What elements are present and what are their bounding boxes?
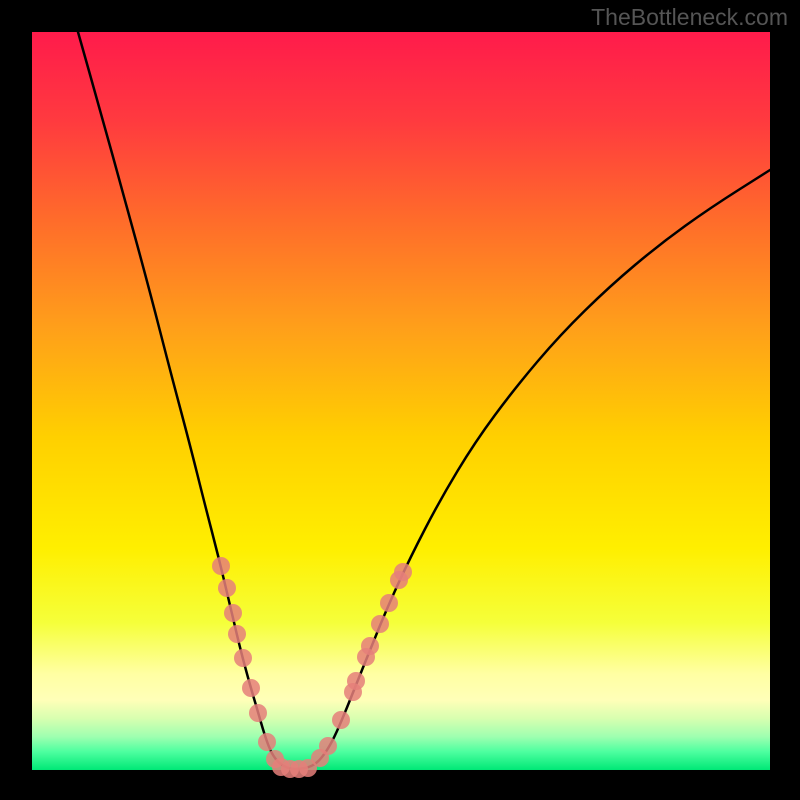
data-marker xyxy=(224,604,242,622)
data-marker xyxy=(361,637,379,655)
data-marker xyxy=(380,594,398,612)
data-marker xyxy=(234,649,252,667)
chart-svg xyxy=(0,0,800,800)
data-marker xyxy=(347,672,365,690)
data-marker xyxy=(218,579,236,597)
data-marker xyxy=(394,563,412,581)
data-marker xyxy=(319,737,337,755)
data-marker xyxy=(249,704,267,722)
watermark-label: TheBottleneck.com xyxy=(591,4,788,31)
plot-background xyxy=(32,32,770,770)
data-marker xyxy=(332,711,350,729)
data-marker xyxy=(371,615,389,633)
data-marker xyxy=(258,733,276,751)
chart-container: TheBottleneck.com xyxy=(0,0,800,800)
data-marker xyxy=(228,625,246,643)
data-marker xyxy=(242,679,260,697)
data-marker xyxy=(212,557,230,575)
